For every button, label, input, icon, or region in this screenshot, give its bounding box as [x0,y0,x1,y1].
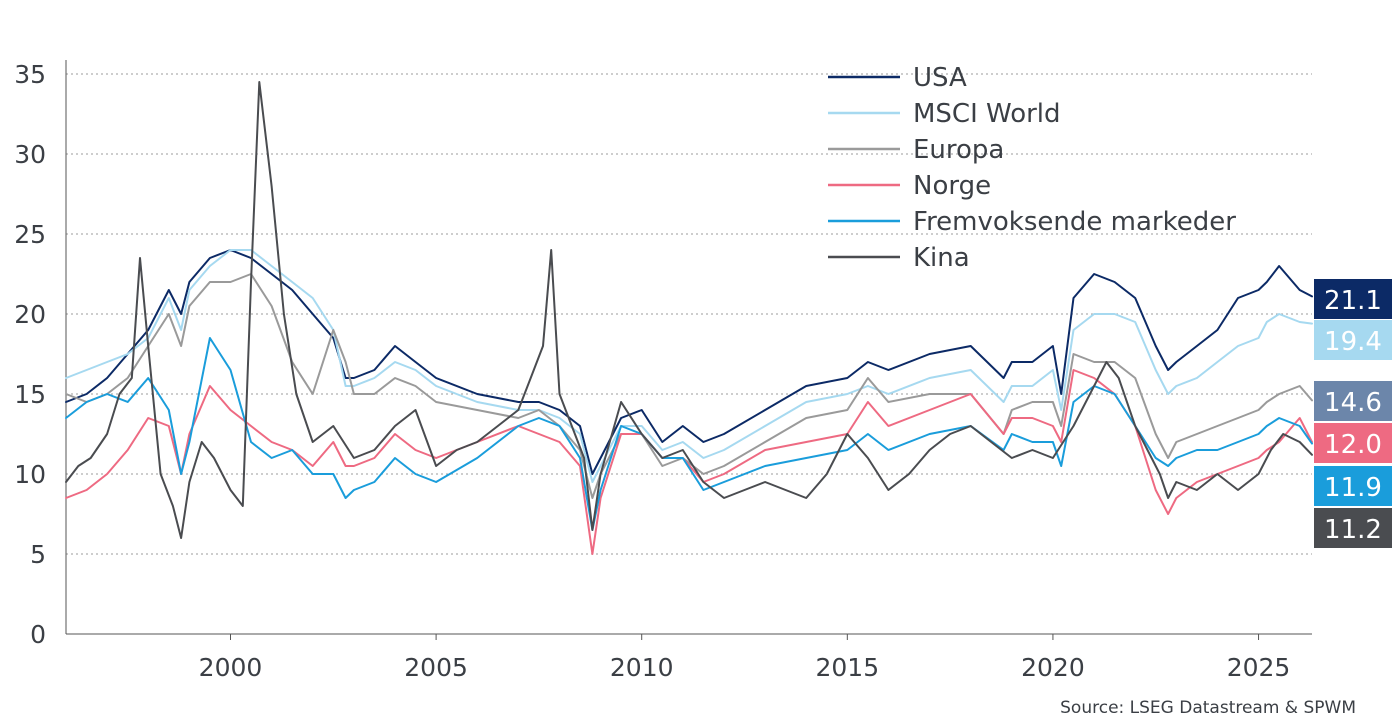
end-label-box [1314,381,1392,421]
end-label-box [1314,320,1392,360]
x-tick-label: 2005 [404,653,468,682]
end-label-box [1314,508,1392,548]
legend-label: USA [913,63,967,93]
x-tick-label: 2000 [199,653,263,682]
end-labels: 21.1 19.4 14.6 12.0 11.9 11.2 [1314,279,1392,548]
series-line-msci-world [65,249,1313,483]
end-label-value: 14.6 [1324,388,1382,418]
series-lines [65,81,1313,555]
legend-label: Norge [913,171,991,201]
x-tick-label: 2025 [1227,653,1291,682]
x-tick-label: 2015 [816,653,880,682]
y-tick-label: 0 [30,620,46,649]
end-label-box [1314,279,1392,319]
legend-label: Kina [913,243,970,273]
y-tick-label: 10 [14,460,46,489]
y-tick-label: 20 [14,300,46,329]
end-label-box [1314,466,1392,506]
series-line-fremvoksende-markeder [65,337,1313,531]
end-label-value: 21.1 [1324,286,1382,316]
series-line-usa [65,249,1313,475]
source-note: Source: LSEG Datastream & SPWM [1060,698,1356,718]
end-label-value: 12.0 [1324,430,1382,460]
series-line-kina [65,81,1313,539]
y-tick-label: 15 [14,380,46,409]
legend-label: MSCI World [913,99,1061,129]
end-label-box [1314,423,1392,463]
legend-label: Fremvoksende markeder [913,207,1236,237]
end-label-value: 11.2 [1324,515,1382,545]
end-label-value: 19.4 [1324,327,1382,357]
legend-label: Europa [913,135,1004,165]
y-tick-label: 5 [30,540,46,569]
y-tick-label: 25 [14,220,46,249]
x-tick-label: 2010 [610,653,674,682]
legend: USA MSCI World Europa Norge Fremvoksende mar… [828,63,1236,273]
y-tick-label: 30 [14,140,46,169]
x-tick-label: 2020 [1021,653,1085,682]
end-label-value: 11.9 [1324,473,1382,503]
grid [66,73,1312,555]
y-tick-label: 35 [14,60,46,89]
